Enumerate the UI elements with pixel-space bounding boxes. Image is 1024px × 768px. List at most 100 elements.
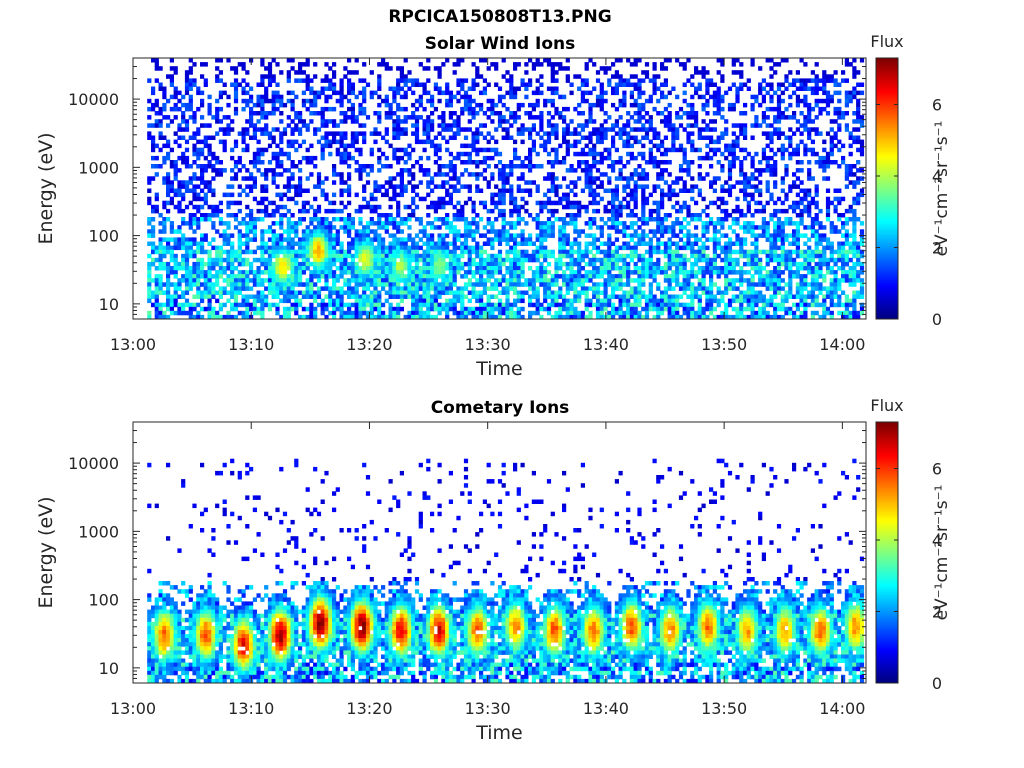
colorbar-segment xyxy=(876,145,898,148)
colorbar-title: Flux xyxy=(870,396,903,415)
colorbar-segment xyxy=(876,472,898,475)
spectrogram-cells xyxy=(147,58,865,320)
colorbar-segment xyxy=(876,430,898,434)
colorbar-segment xyxy=(876,88,898,92)
colorbar-segment xyxy=(876,147,898,150)
y-tick-label: 10000 xyxy=(68,90,119,109)
colorbar-segment xyxy=(876,216,898,220)
colorbar-segment xyxy=(876,203,898,207)
x-tick-label: 14:00 xyxy=(819,335,865,354)
colorbar-segment xyxy=(876,548,898,551)
colorbar-segment xyxy=(876,273,898,276)
colorbar-segment xyxy=(876,506,898,510)
colorbar-segment xyxy=(876,97,898,100)
colorbar-segment xyxy=(876,79,898,83)
colorbar-segment xyxy=(876,424,898,427)
colorbar-segment xyxy=(876,101,898,105)
colorbar-segment xyxy=(876,580,898,584)
colorbar-segment xyxy=(876,262,898,266)
colorbar-segment xyxy=(876,258,898,261)
colorbar-segment xyxy=(876,60,898,63)
colorbar-segment xyxy=(876,511,898,514)
colorbar-segment xyxy=(876,482,898,486)
colorbar-segment xyxy=(876,227,898,231)
colorbar-segment xyxy=(876,458,898,462)
colorbar-segment xyxy=(876,452,898,456)
colorbar-segment xyxy=(876,563,898,567)
colorbar-segment xyxy=(876,524,898,527)
colorbar-segment xyxy=(876,118,898,122)
x-tick-label: 13:50 xyxy=(701,699,747,718)
colorbar-segment xyxy=(876,58,898,61)
colorbar-segment xyxy=(876,201,898,205)
colorbar-segment xyxy=(876,177,898,181)
colorbar-segment xyxy=(876,593,898,597)
colorbar-segment xyxy=(876,240,898,244)
colorbar-segment xyxy=(876,168,898,172)
colorbar-segment xyxy=(876,474,898,477)
colorbar-segment xyxy=(876,628,898,632)
colorbar-segment xyxy=(876,66,898,70)
colorbar-segment xyxy=(876,530,898,534)
colorbar-segment xyxy=(876,249,898,253)
colorbar-tick-label: 2 xyxy=(932,602,942,621)
colorbar-segment xyxy=(876,498,898,501)
colorbar-segment xyxy=(876,108,898,111)
colorbar-segment xyxy=(876,310,898,313)
colorbar-segment xyxy=(876,502,898,506)
colorbar-segment xyxy=(876,545,898,549)
colorbar-segment xyxy=(876,297,898,300)
colorbar-segment xyxy=(876,264,898,268)
colorbar-segment xyxy=(876,654,898,658)
colorbar-segment xyxy=(876,314,898,318)
colorbar-segment xyxy=(876,539,898,543)
colorbar-segment xyxy=(876,659,898,662)
colorbar-segment xyxy=(876,437,898,440)
colorbar-frame xyxy=(875,421,899,684)
colorbar-segment xyxy=(876,576,898,580)
colorbar-segment xyxy=(876,290,898,294)
colorbar-segment xyxy=(876,251,898,255)
colorbar-segment xyxy=(876,153,898,157)
colorbar-segment xyxy=(876,164,898,168)
colorbar-segment xyxy=(876,643,898,647)
colorbar-segment xyxy=(876,295,898,298)
colorbar-segment xyxy=(876,288,898,292)
colorbar-segment xyxy=(876,71,898,74)
colorbar-segment xyxy=(876,582,898,586)
colorbar-segment xyxy=(876,669,898,673)
colorbar-segment xyxy=(876,301,898,305)
colorbar-segment xyxy=(876,223,898,226)
colorbar-segment xyxy=(876,103,898,107)
colorbar-segment xyxy=(876,125,898,129)
colorbar-segment xyxy=(876,632,898,636)
colorbar-segment xyxy=(876,532,898,536)
y-tick-label: 100 xyxy=(88,591,119,610)
x-tick-label: 13:30 xyxy=(465,699,511,718)
colorbar-segment xyxy=(876,615,898,619)
colorbar-segment xyxy=(876,195,898,198)
colorbar-segment xyxy=(876,448,898,451)
colorbar-segment xyxy=(876,630,898,634)
colorbar-segment xyxy=(876,75,898,79)
colorbar-segment xyxy=(876,247,898,250)
colorbar-segment xyxy=(876,589,898,593)
colorbar-segment xyxy=(876,266,898,270)
colorbar-segment xyxy=(876,491,898,495)
colorbar-segment xyxy=(876,541,898,545)
x-tick-label: 13:40 xyxy=(583,699,629,718)
colorbar-segment xyxy=(876,513,898,517)
colorbar-segment xyxy=(876,591,898,595)
colorbar-segment xyxy=(876,569,898,573)
plot-frame xyxy=(132,57,867,320)
colorbar-segment xyxy=(876,245,898,248)
colorbar-segment xyxy=(876,229,898,233)
colorbar-tick-label: 4 xyxy=(932,531,942,550)
colorbar-segment xyxy=(876,663,898,667)
colorbar-segment xyxy=(876,212,898,216)
colorbar-segment xyxy=(876,596,898,599)
colorbar-segment xyxy=(876,650,898,654)
colorbar-segment xyxy=(876,138,898,142)
colorbar-segment xyxy=(876,214,898,218)
colorbar-segment xyxy=(876,142,898,146)
